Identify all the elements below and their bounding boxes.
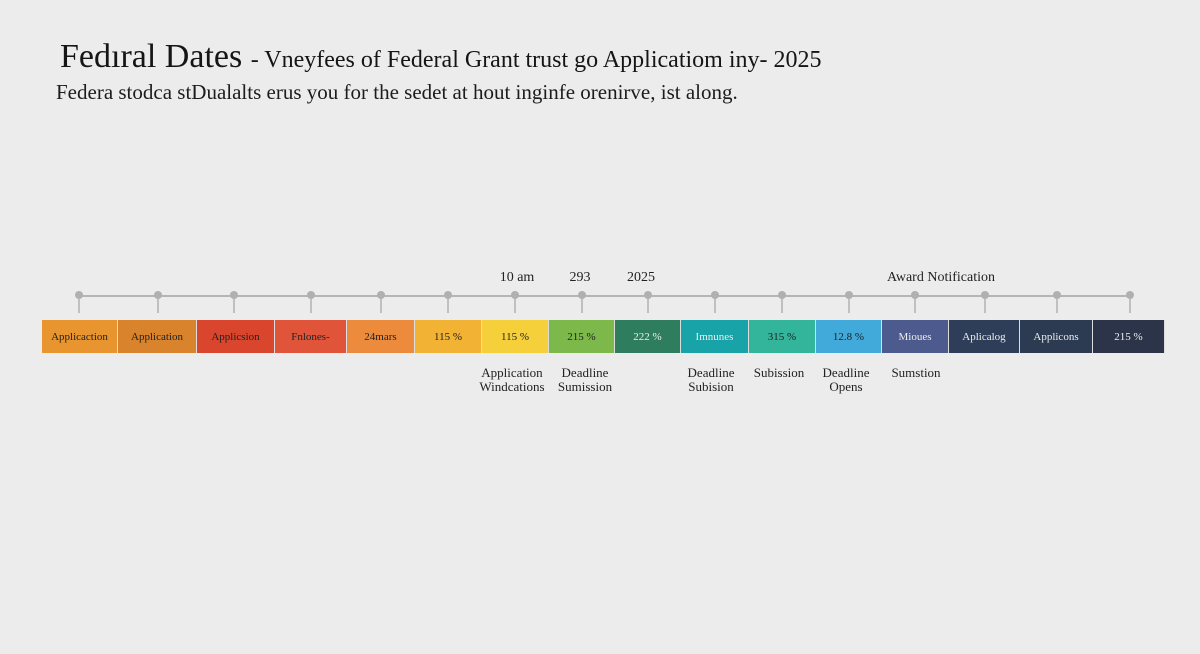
timeline-segment: Aplicalog [949, 320, 1020, 353]
milestone-line: Deadline [822, 365, 870, 380]
timeline-dot [644, 291, 652, 299]
timeline-tick [380, 299, 382, 313]
timeline-tick [914, 299, 916, 313]
milestone-label: Deadline Subision [688, 366, 735, 394]
timeline-tick [781, 299, 783, 313]
timeline-tick [233, 299, 235, 313]
milestone-line: Subision [688, 379, 734, 394]
timeline-segment: 222 % [615, 320, 681, 353]
timeline-dot [511, 291, 519, 299]
timeline-dot [778, 291, 786, 299]
timeline-tick [447, 299, 449, 313]
timeline-segment: Fnlones- [275, 320, 347, 353]
timeline-segment: 115 % [482, 320, 549, 353]
subtitle: Federa stodca stDualalts erus you for th… [56, 80, 738, 104]
timeline-dot [1126, 291, 1134, 299]
timeline-line [79, 295, 1130, 297]
top-label: 293 [569, 270, 591, 285]
timeline-segment: 115 % [415, 320, 482, 353]
milestone-label: Deadline Sumission [558, 366, 612, 394]
timeline-dot [981, 291, 989, 299]
timeline-segment: Imnunes [681, 320, 749, 353]
milestone-label: Application Windcations [479, 366, 544, 394]
timeline-dot [444, 291, 452, 299]
title-rest: - Vneyfees of Federal Grant trust go App… [250, 47, 822, 73]
timeline-tick [78, 299, 80, 313]
top-label: Award Notification [887, 270, 995, 285]
timeline-tick [647, 299, 649, 313]
top-label: 10 am [499, 270, 535, 285]
milestone-line: Deadline [561, 365, 609, 380]
timeline-dot [911, 291, 919, 299]
timeline-segment: Mioues [882, 320, 949, 353]
milestone-line: Sumission [557, 379, 613, 394]
timeline-tick [848, 299, 850, 313]
timeline-dot [307, 291, 315, 299]
top-label: 2025 [627, 270, 655, 285]
timeline-tick [310, 299, 312, 313]
timeline-segment: 215 % [549, 320, 615, 353]
milestone-line: Sumstion [891, 365, 941, 380]
timeline-dot [845, 291, 853, 299]
timeline-dot [711, 291, 719, 299]
milestone-line: Windcations [479, 379, 545, 394]
timeline-dot [377, 291, 385, 299]
timeline-dot [154, 291, 162, 299]
timeline-segment: 24mars [347, 320, 415, 353]
timeline-tick [157, 299, 159, 313]
timeline-dot [230, 291, 238, 299]
milestone-line: Subission [753, 365, 805, 380]
timeline-segment: Applicsion [197, 320, 275, 353]
timeline-dot [75, 291, 83, 299]
timeline-segment: Application [118, 320, 197, 353]
milestone-label: Sumstion [891, 366, 940, 380]
timeline-tick [581, 299, 583, 313]
timeline-segment: Applicons [1020, 320, 1093, 353]
timeline-segment: 12.8 % [816, 320, 882, 353]
milestone-line: Deadline [687, 365, 735, 380]
timeline-dot [578, 291, 586, 299]
timeline-tick [714, 299, 716, 313]
milestone-label: Deadline Opens [823, 366, 870, 394]
timeline-segment: 315 % [749, 320, 816, 353]
timeline-tick [984, 299, 986, 313]
timeline-segment: Applicaction [42, 320, 118, 353]
timeline-tick [1056, 299, 1058, 313]
milestone-label: Subission [754, 366, 805, 380]
timeline-dot [1053, 291, 1061, 299]
milestone-line: Application [481, 365, 543, 380]
timeline-tick [1129, 299, 1131, 313]
timeline-segment: 215 % [1093, 320, 1165, 353]
milestone-line: Opens [829, 379, 863, 394]
timeline-tick [514, 299, 516, 313]
title-main: Fedıral Dates [60, 38, 243, 75]
title: Fedıral Dates - Vneyfees of Federal Gran… [60, 38, 821, 76]
